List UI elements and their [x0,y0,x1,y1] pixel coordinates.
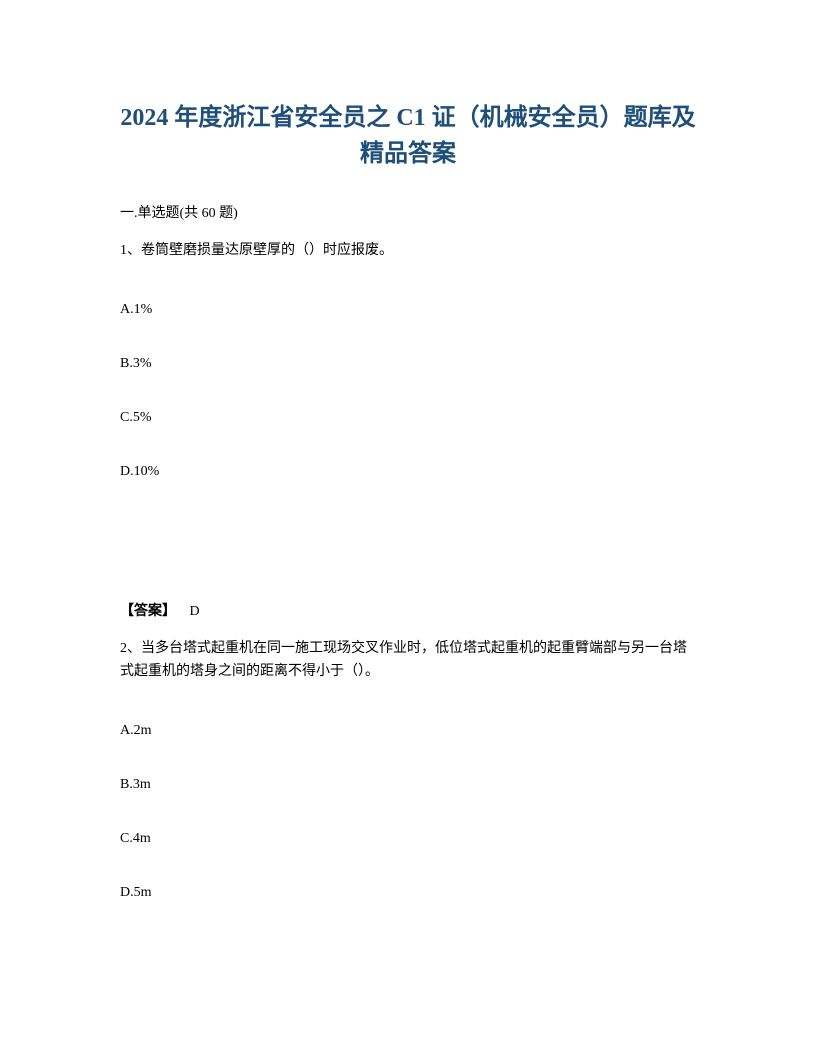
answer-label: 【答案】 [120,604,176,619]
question-2-text: 2、当多台塔式起重机在同一施工现场交叉作业时，低位塔式起重机的起重臂端部与另一台… [120,638,696,683]
document-title: 2024 年度浙江省安全员之 C1 证（机械安全员）题库及精品答案 [120,100,696,172]
question-1-answer: 【答案】 D [120,600,696,620]
question-2-option-d: D.5m [120,885,696,901]
question-1-text: 1、卷筒壁磨损量达原壁厚的（）时应报废。 [120,240,696,262]
question-1-option-a: A.1% [120,302,696,318]
answer-value: D [190,604,200,619]
section-header: 一.单选题(共 60 题) [120,202,696,222]
question-1-option-c: C.5% [120,410,696,426]
question-2-option-a: A.2m [120,723,696,739]
question-2-option-b: B.3m [120,777,696,793]
question-2-option-c: C.4m [120,831,696,847]
question-1-option-d: D.10% [120,464,696,480]
question-1-option-b: B.3% [120,356,696,372]
